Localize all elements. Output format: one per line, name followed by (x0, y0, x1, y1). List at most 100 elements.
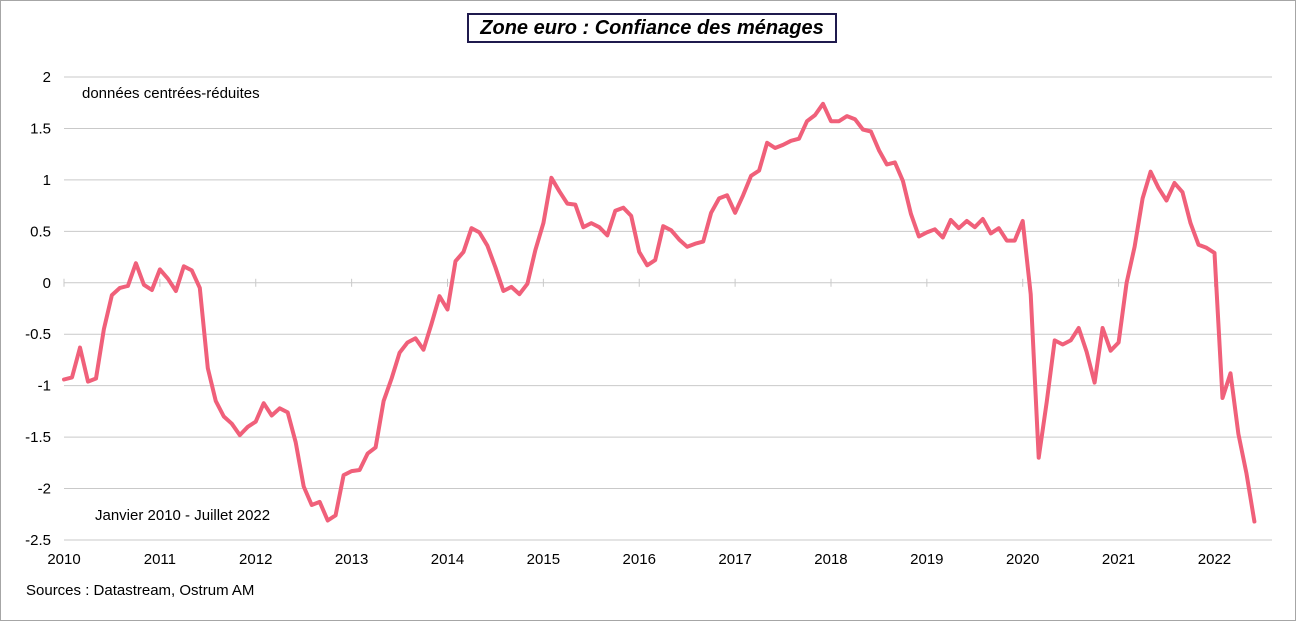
data-point (861, 128, 865, 131)
data-point (358, 468, 362, 472)
data-point (1117, 341, 1121, 344)
data-point (909, 212, 913, 216)
y-tick-label: 2 (43, 69, 51, 86)
data-point (398, 351, 402, 355)
data-point (1244, 471, 1248, 475)
data-point (765, 141, 769, 145)
data-point (1181, 190, 1184, 194)
data-point (110, 293, 114, 297)
data-point (182, 264, 186, 268)
data-point (933, 227, 937, 231)
data-point (70, 375, 74, 379)
data-point (741, 193, 745, 197)
data-point (477, 230, 481, 234)
data-point (1093, 381, 1097, 385)
gridlines (64, 76, 1272, 541)
x-tick-label: 2018 (814, 551, 847, 568)
data-point (286, 410, 290, 414)
data-point (493, 265, 497, 269)
data-point (1021, 219, 1025, 223)
data-point (709, 211, 713, 215)
y-tick-label: -1.5 (25, 429, 51, 446)
data-point (701, 240, 705, 244)
data-point (454, 259, 457, 263)
data-point (1109, 349, 1113, 353)
data-point (1141, 196, 1145, 200)
data-point (198, 286, 202, 290)
data-point (757, 169, 761, 173)
data-point (893, 160, 897, 164)
data-point (1013, 239, 1017, 243)
x-tick-label: 2010 (47, 551, 80, 568)
data-point (278, 406, 282, 410)
y-tick-label: 1.5 (30, 120, 51, 137)
data-point (1252, 520, 1256, 523)
data-point (150, 288, 154, 292)
data-point (901, 179, 905, 183)
data-point (629, 214, 633, 218)
y-tick-label: 0.5 (30, 223, 51, 240)
data-point (669, 228, 673, 232)
data-point (294, 440, 298, 444)
data-point (1173, 181, 1176, 185)
data-point (1205, 246, 1208, 250)
source-note: Sources : Datastream, Ostrum AM (26, 582, 255, 599)
data-point (965, 219, 969, 223)
data-point (134, 261, 138, 265)
data-point (318, 500, 322, 504)
data-point (342, 473, 346, 477)
data-point (142, 283, 146, 287)
data-point (501, 289, 505, 293)
period-note: Janvier 2010 - Juillet 2022 (95, 507, 270, 524)
data-point (685, 245, 689, 249)
data-point (773, 146, 777, 150)
data-point (525, 282, 529, 286)
data-point (733, 211, 737, 215)
data-point (462, 250, 465, 254)
data-point (414, 336, 417, 340)
data-point (430, 322, 433, 326)
data-point (1077, 326, 1081, 330)
data-point (949, 218, 953, 222)
data-point (1149, 170, 1153, 174)
data-point (693, 242, 697, 246)
data-point (230, 422, 234, 426)
data-point (581, 225, 585, 229)
data-point (845, 114, 849, 118)
data-point (717, 196, 721, 200)
data-point (621, 206, 625, 210)
data-point (350, 469, 354, 473)
data-point (549, 176, 553, 180)
data-point (541, 221, 545, 225)
y-tick-label: -2 (38, 481, 51, 498)
data-point (589, 221, 593, 225)
data-point (653, 258, 657, 262)
data-point (1157, 186, 1161, 190)
x-tick-label: 2022 (1198, 551, 1231, 568)
data-point (78, 346, 82, 350)
data-point (1029, 292, 1033, 296)
data-point (677, 238, 681, 242)
data-point (805, 119, 809, 123)
data-point (853, 117, 857, 121)
data-point (1045, 400, 1049, 404)
data-point (1197, 243, 1200, 247)
data-point (1037, 456, 1041, 460)
x-tick-label: 2019 (910, 551, 943, 568)
data-point (517, 292, 521, 296)
data-point (1005, 239, 1009, 243)
data-point (246, 425, 250, 429)
data-point (917, 235, 921, 238)
data-point (302, 485, 306, 488)
data-point (957, 226, 961, 230)
data-point (190, 268, 194, 272)
x-tick-label: 2021 (1102, 551, 1135, 568)
data-point (438, 294, 441, 298)
data-point (605, 233, 609, 237)
data-point (102, 327, 106, 331)
data-point (749, 174, 753, 178)
data-point (1069, 338, 1073, 342)
data-point (829, 119, 833, 123)
series-line (62, 101, 1257, 524)
